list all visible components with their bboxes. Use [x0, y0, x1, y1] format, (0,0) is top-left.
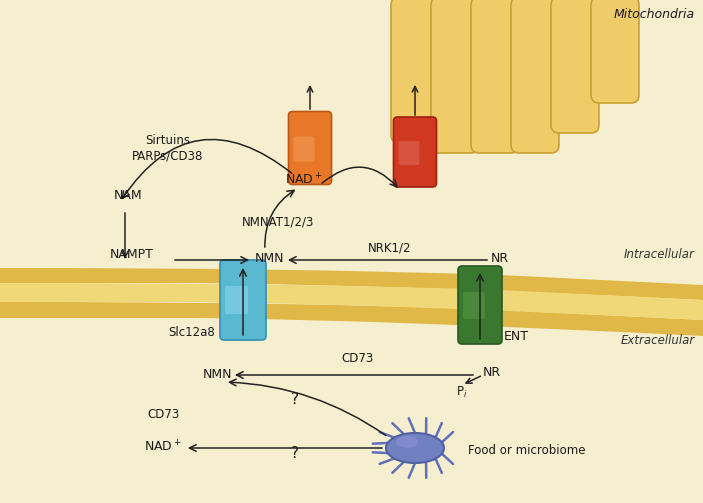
Ellipse shape	[396, 436, 418, 448]
Text: Extracellular: Extracellular	[621, 333, 695, 347]
FancyBboxPatch shape	[471, 0, 519, 153]
Ellipse shape	[386, 433, 444, 463]
Text: NMNAT1/2/3: NMNAT1/2/3	[242, 215, 314, 228]
Text: NMN: NMN	[255, 252, 285, 265]
FancyBboxPatch shape	[463, 292, 485, 319]
FancyBboxPatch shape	[225, 286, 248, 314]
FancyBboxPatch shape	[391, 0, 439, 143]
Text: Food or microbiome: Food or microbiome	[468, 444, 586, 457]
Text: Sirtuins
PARPs/CD38: Sirtuins PARPs/CD38	[132, 134, 204, 162]
FancyBboxPatch shape	[551, 0, 599, 133]
PathPatch shape	[0, 268, 703, 300]
Ellipse shape	[420, 0, 703, 180]
Text: NAMPT: NAMPT	[110, 248, 154, 262]
Text: Mitochondria: Mitochondria	[614, 8, 695, 21]
Bar	[0, 0, 703, 350]
Ellipse shape	[395, 0, 703, 205]
Text: Slc12a8: Slc12a8	[169, 326, 215, 340]
Text: ENT: ENT	[503, 330, 529, 344]
Bar	[0, 350, 703, 503]
Text: NAD$^+$: NAD$^+$	[285, 173, 323, 188]
Text: NAM: NAM	[114, 189, 142, 202]
FancyBboxPatch shape	[591, 0, 639, 103]
FancyBboxPatch shape	[458, 266, 502, 344]
FancyBboxPatch shape	[293, 136, 314, 161]
Text: NR: NR	[491, 252, 509, 265]
FancyBboxPatch shape	[511, 0, 559, 153]
Text: NR: NR	[483, 366, 501, 378]
Text: NMN: NMN	[203, 369, 233, 381]
Text: CD73: CD73	[147, 408, 179, 422]
Text: NAD$^+$: NAD$^+$	[144, 439, 182, 455]
FancyBboxPatch shape	[431, 0, 479, 153]
Text: ?: ?	[291, 392, 299, 407]
Text: CD73: CD73	[342, 352, 374, 365]
FancyBboxPatch shape	[288, 112, 332, 185]
Ellipse shape	[370, 0, 703, 230]
FancyBboxPatch shape	[394, 117, 437, 187]
Text: ?: ?	[291, 447, 299, 461]
PathPatch shape	[0, 283, 703, 320]
PathPatch shape	[0, 302, 703, 336]
Text: Intracellular: Intracellular	[624, 248, 695, 262]
FancyBboxPatch shape	[399, 141, 420, 165]
Text: NRK1/2: NRK1/2	[368, 241, 412, 255]
Text: P$_i$: P$_i$	[456, 384, 467, 399]
FancyBboxPatch shape	[220, 260, 266, 340]
